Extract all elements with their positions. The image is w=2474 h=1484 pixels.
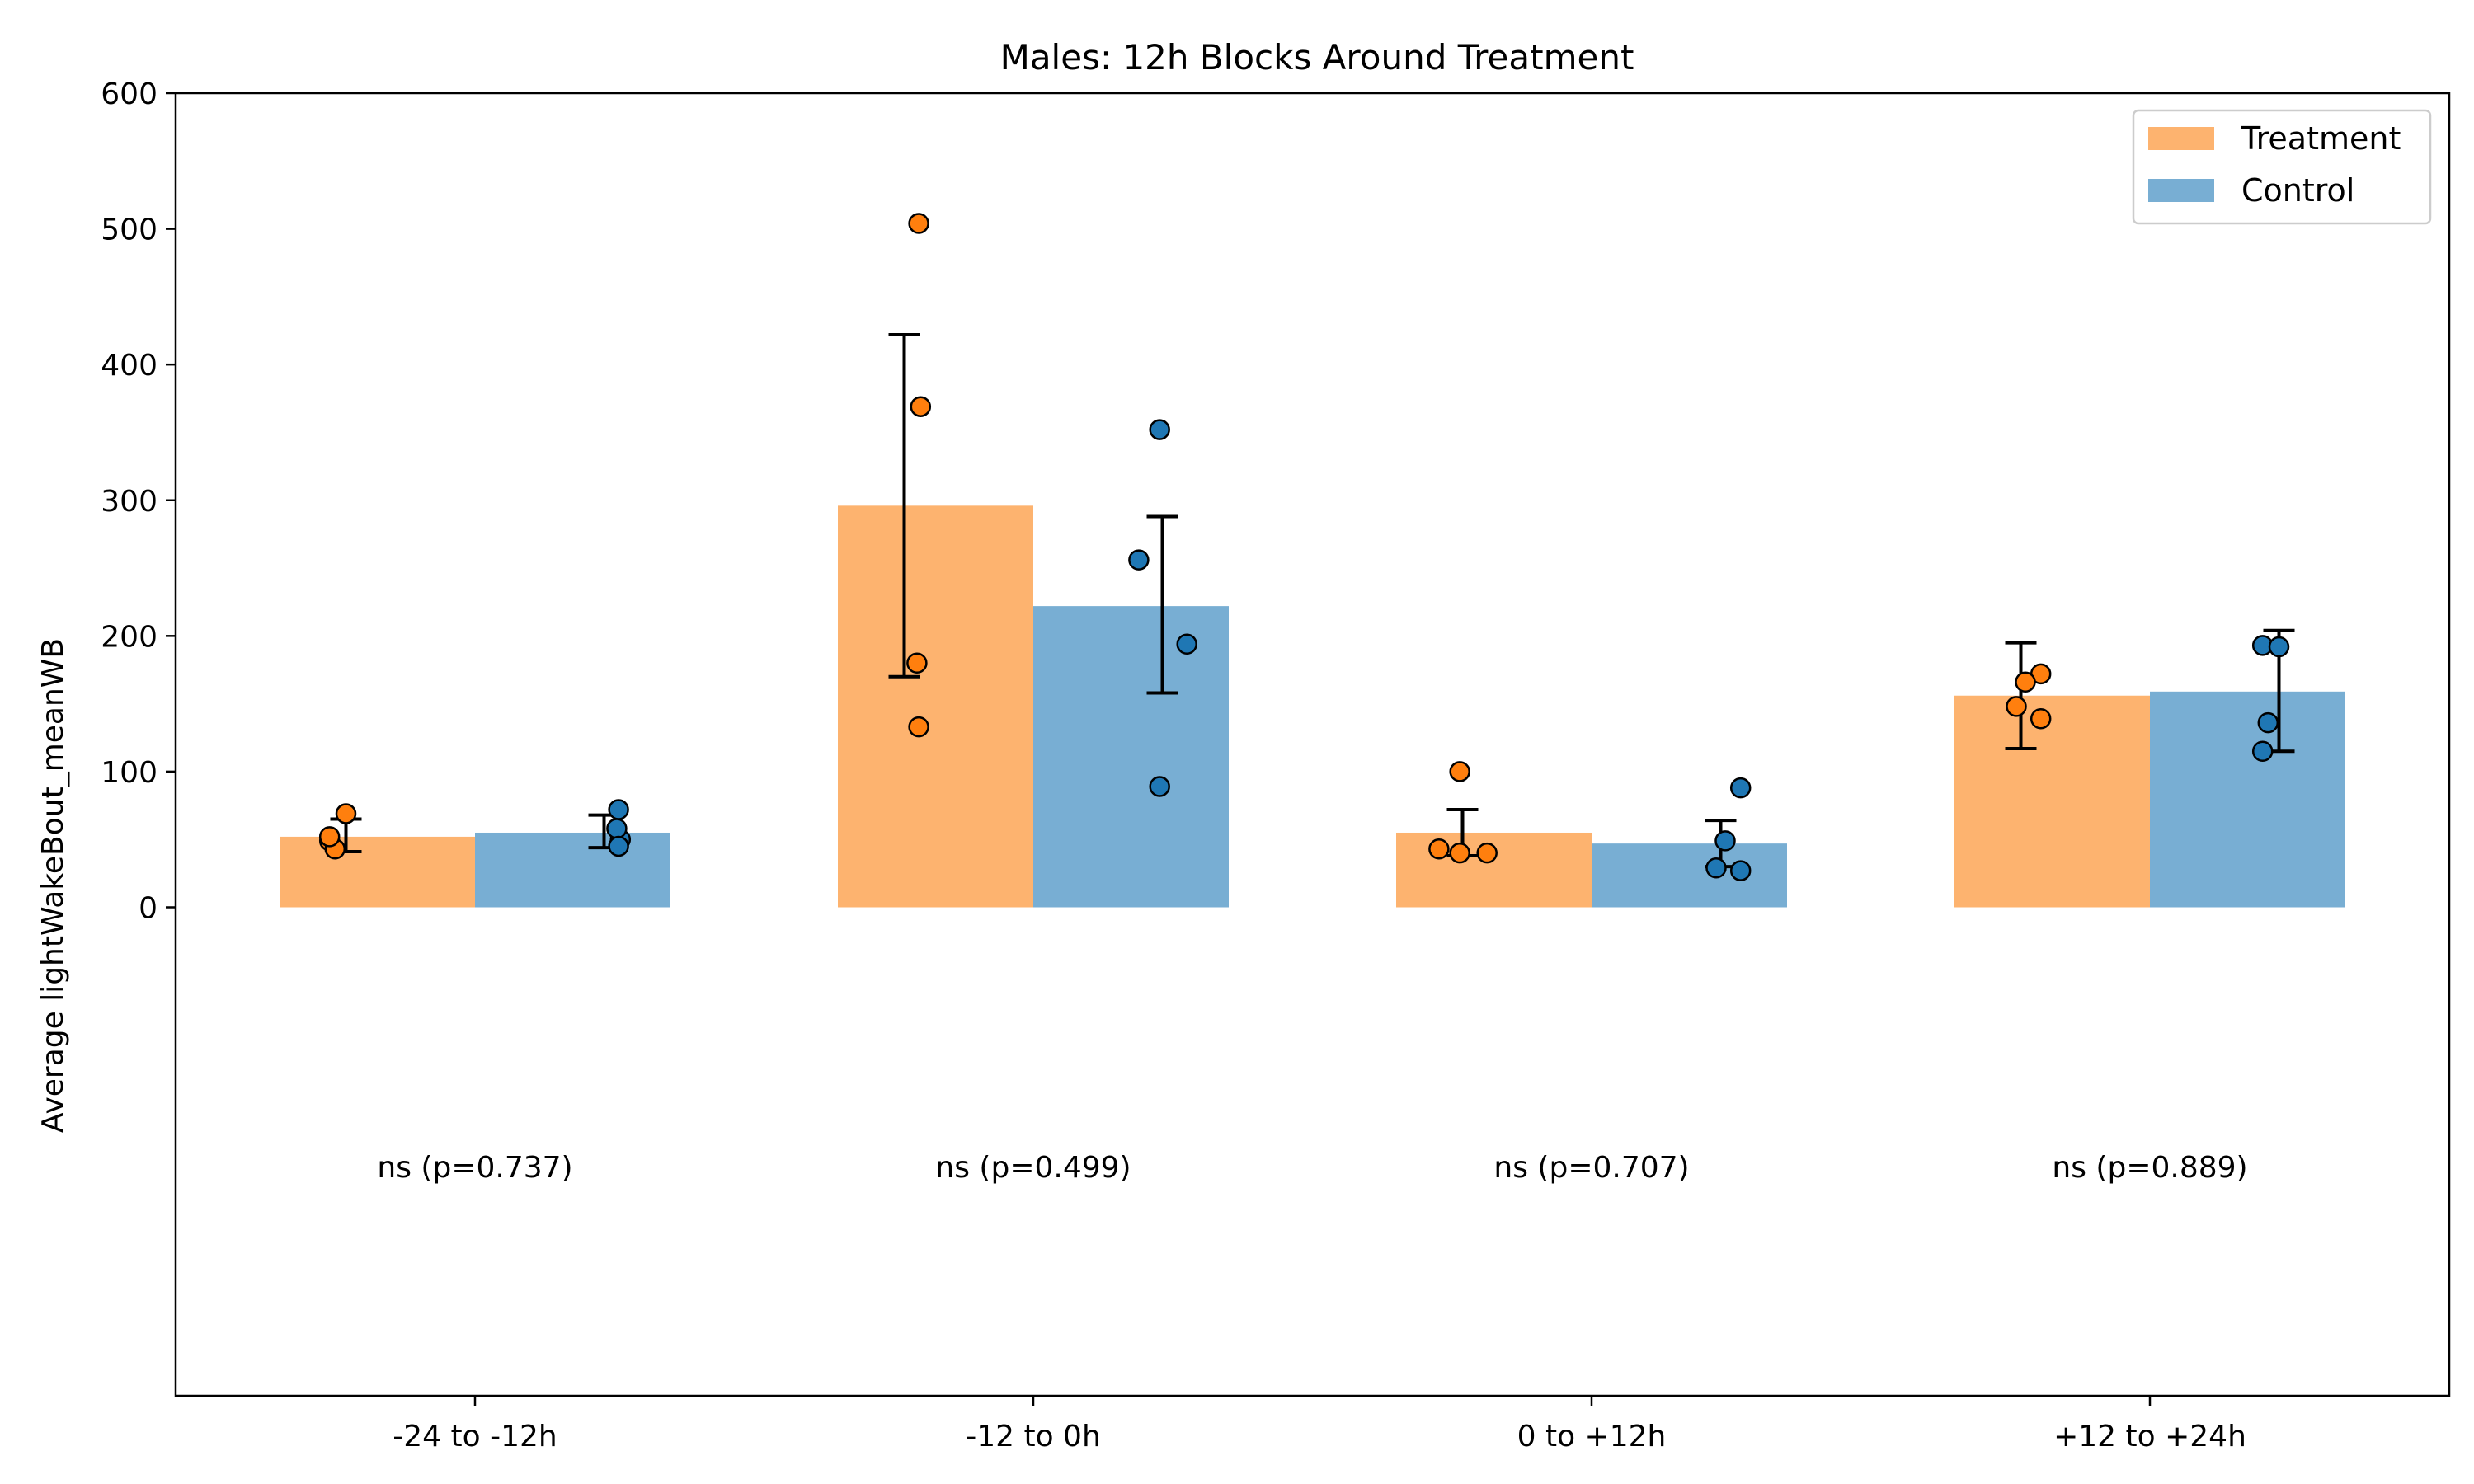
bars-layer bbox=[280, 505, 2345, 908]
x-tick-label-1: -12 to 0h bbox=[966, 1420, 1101, 1453]
bar-control-0 bbox=[475, 832, 670, 908]
point-control-0-3 bbox=[608, 835, 629, 857]
bar-control-3 bbox=[2150, 691, 2345, 908]
y-axis-label: Average lightWakeBout_meanWB bbox=[36, 638, 70, 1133]
point-treatment-2-1 bbox=[1428, 838, 1450, 860]
point-treatment-1-0 bbox=[908, 213, 929, 234]
y-tick-label-200: 200 bbox=[101, 620, 158, 654]
legend-swatch-control bbox=[2148, 179, 2214, 202]
annotation-2: ns (p=0.707) bbox=[1493, 1151, 1689, 1185]
point-treatment-1-3 bbox=[908, 716, 929, 738]
annotation-3: ns (p=0.889) bbox=[2052, 1151, 2247, 1185]
point-treatment-3-2 bbox=[2006, 696, 2027, 717]
point-treatment-0-3 bbox=[318, 826, 341, 848]
point-treatment-3-3 bbox=[2030, 707, 2052, 730]
bar-treatment-2 bbox=[1396, 832, 1592, 908]
annotation-0: ns (p=0.737) bbox=[377, 1151, 572, 1185]
point-control-1-3 bbox=[1149, 776, 1170, 797]
legend-swatch-treatment bbox=[2148, 127, 2214, 150]
y-tick-label-100: 100 bbox=[101, 756, 158, 790]
x-axis: -24 to -12h -12 to 0h 0 to +12h +12 to +24h bbox=[393, 1396, 2246, 1453]
point-control-1-1 bbox=[1128, 549, 1150, 571]
bar-treatment-3 bbox=[1954, 695, 2150, 908]
annotations-layer: ns (p=0.737) ns (p=0.499) ns (p=0.707) ns (… bbox=[377, 1151, 2247, 1185]
y-tick-label-500: 500 bbox=[101, 214, 158, 247]
point-control-3-3 bbox=[2251, 740, 2274, 762]
legend-label-treatment: Treatment bbox=[2241, 120, 2401, 157]
y-tick-label-400: 400 bbox=[101, 349, 158, 383]
plot-frame bbox=[174, 92, 2451, 1397]
y-axis: 0 100 200 300 400 500 600 bbox=[101, 77, 176, 926]
bar-treatment-1 bbox=[838, 505, 1033, 908]
point-control-3-2 bbox=[2257, 711, 2279, 734]
legend-label-control: Control bbox=[2241, 172, 2354, 209]
point-control-2-1 bbox=[1714, 830, 1736, 852]
y-tick-label-300: 300 bbox=[101, 485, 158, 519]
point-treatment-0-1 bbox=[335, 803, 357, 824]
points-layer bbox=[318, 213, 2290, 881]
bar-treatment-0 bbox=[280, 836, 475, 908]
x-tick-label-0: -24 to -12h bbox=[393, 1420, 557, 1453]
x-tick-label-3: +12 to +24h bbox=[2053, 1420, 2246, 1453]
point-control-1-0 bbox=[1149, 419, 1170, 440]
point-control-2-2 bbox=[1705, 857, 1727, 879]
y-tick-label-0: 0 bbox=[139, 892, 158, 926]
point-control-2-0 bbox=[1729, 777, 1752, 799]
x-tick-label-2: 0 to +12h bbox=[1517, 1420, 1667, 1453]
point-control-2-3 bbox=[1729, 860, 1752, 881]
y-tick-label-600: 600 bbox=[101, 77, 158, 111]
bar-control-1 bbox=[1033, 606, 1229, 908]
point-treatment-1-2 bbox=[906, 652, 928, 674]
point-control-3-1 bbox=[2268, 636, 2290, 658]
legend: Treatment Control bbox=[2132, 109, 2432, 225]
point-control-0-0 bbox=[608, 799, 629, 820]
point-treatment-1-1 bbox=[910, 396, 932, 417]
point-control-1-2 bbox=[1176, 633, 1197, 655]
point-treatment-3-1 bbox=[2015, 671, 2036, 693]
point-treatment-2-2 bbox=[1476, 842, 1498, 864]
point-treatment-2-3 bbox=[1449, 842, 1470, 864]
annotation-1: ns (p=0.499) bbox=[935, 1151, 1131, 1185]
point-control-0-2 bbox=[606, 818, 628, 839]
point-treatment-2-0 bbox=[1449, 761, 1470, 782]
bar-control-2 bbox=[1592, 843, 1787, 908]
chart-title: Males: 12h Blocks Around Treatment bbox=[1000, 37, 1634, 77]
